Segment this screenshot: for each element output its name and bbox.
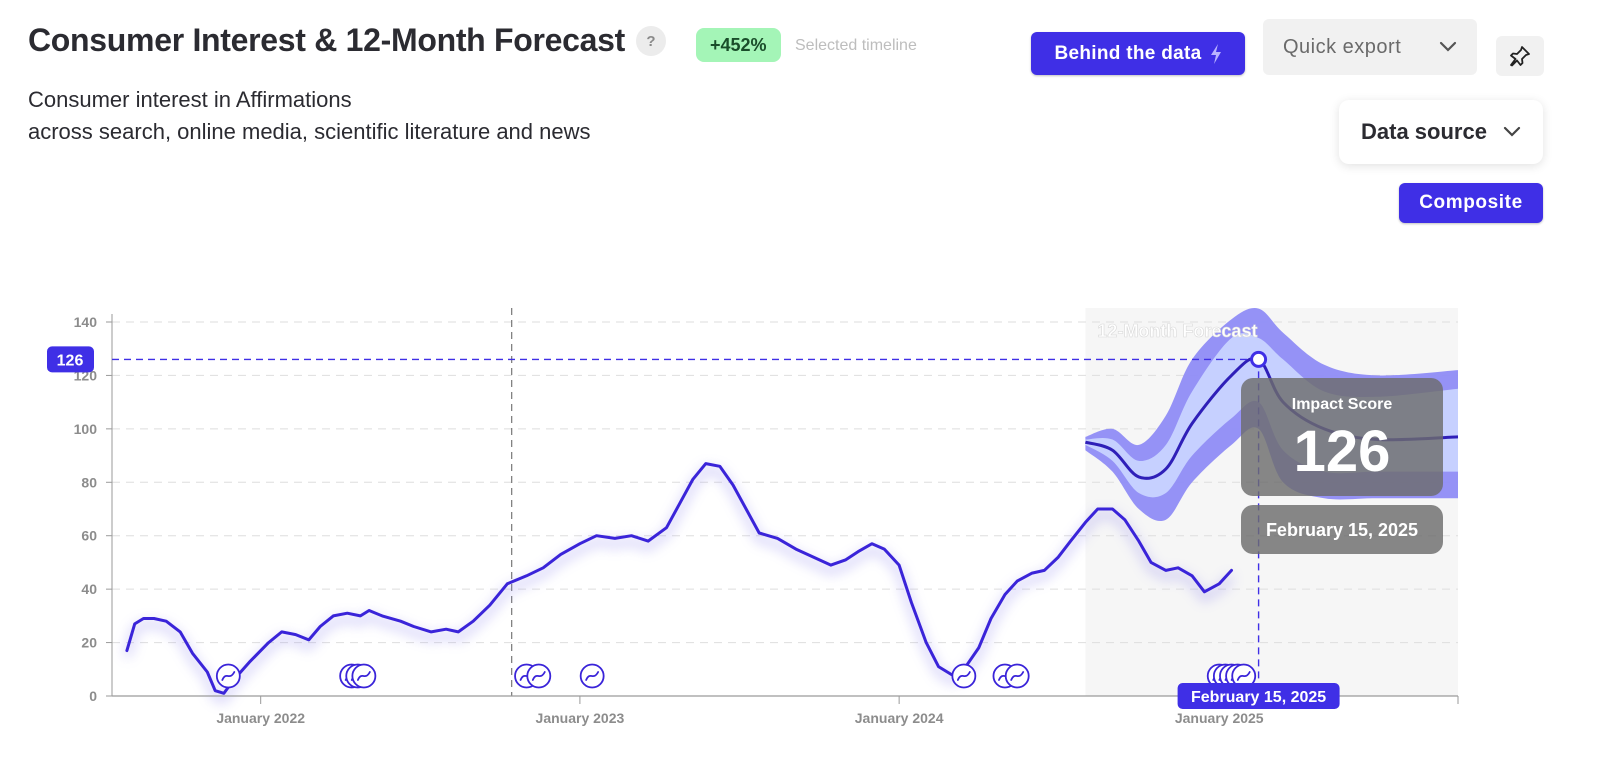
- x-tick-label: January 2024: [855, 710, 944, 726]
- y-tick-label: 100: [74, 421, 98, 437]
- y-tick-label: 0: [89, 688, 97, 704]
- event-marker-trend-icon: [356, 671, 371, 681]
- x-tick-label: January 2023: [536, 710, 625, 726]
- badge-note: Selected timeline: [795, 37, 917, 54]
- x-tick-label: January 2025: [1175, 710, 1264, 726]
- chevron-down-icon: [1439, 41, 1457, 52]
- lightning-icon: [1210, 43, 1221, 64]
- behind-the-data-label: Behind the data: [1054, 42, 1202, 64]
- pin-icon: [1510, 46, 1530, 67]
- highlight-point: [1250, 350, 1268, 368]
- event-marker-trend-icon: [221, 671, 236, 681]
- x-axis-date-pill: [1177, 683, 1340, 709]
- quick-export-button[interactable]: Quick export: [1263, 19, 1477, 75]
- data-source-label: Data source: [1361, 119, 1487, 144]
- event-marker: [526, 663, 552, 689]
- y-tick-label: 20: [81, 635, 97, 651]
- event-marker-trend-icon: [1010, 671, 1025, 681]
- event-marker: [951, 663, 977, 689]
- data-source-dropdown[interactable]: Data source: [1339, 100, 1543, 164]
- x-tick-label: January 2022: [216, 710, 305, 726]
- subtitle-line-2: across search, online media, scientific …: [28, 119, 591, 144]
- crosshair-value-label: 126: [57, 352, 84, 369]
- subtitle-line-1: Consumer interest in Affirmations: [28, 87, 352, 112]
- y-tick-label: 80: [81, 474, 97, 490]
- growth-badge: +452%: [696, 28, 781, 62]
- page-title: Consumer Interest & 12-Month Forecast: [28, 22, 626, 58]
- series-glow: [123, 465, 1235, 704]
- subtitle: Consumer interest in Affirmations across…: [28, 84, 591, 148]
- chevron-down-icon: [1503, 126, 1521, 137]
- y-tick-label: 140: [74, 314, 98, 330]
- event-marker: [215, 663, 241, 689]
- event-marker: [351, 663, 377, 689]
- crosshair-value-pill: [47, 346, 94, 373]
- y-tick-label: 60: [81, 528, 97, 544]
- x-axis-date-label: February 15, 2025: [1191, 689, 1326, 706]
- help-icon[interactable]: ?: [636, 26, 666, 56]
- tooltip-title: Impact Score: [1292, 396, 1393, 413]
- tooltip-date: February 15, 2025: [1266, 520, 1418, 540]
- event-marker: [1004, 663, 1030, 689]
- series-line: [125, 462, 1233, 695]
- forecast-label: 12-Month Forecast: [1097, 321, 1257, 341]
- pin-button[interactable]: [1496, 36, 1544, 76]
- event-marker: [579, 663, 605, 689]
- event-marker-trend-icon: [531, 671, 546, 681]
- event-marker-trend-icon: [956, 671, 971, 681]
- tooltip-date-card: [1241, 505, 1443, 554]
- tooltip-value: 126: [1294, 419, 1391, 484]
- event-marker-trend-icon: [1236, 671, 1251, 681]
- y-tick-label: 40: [81, 581, 97, 597]
- behind-the-data-button[interactable]: Behind the data: [1031, 32, 1245, 75]
- tooltip-card: [1241, 378, 1443, 496]
- quick-export-label: Quick export: [1283, 35, 1402, 58]
- composite-button[interactable]: Composite: [1399, 183, 1543, 223]
- event-marker-trend-icon: [585, 671, 600, 681]
